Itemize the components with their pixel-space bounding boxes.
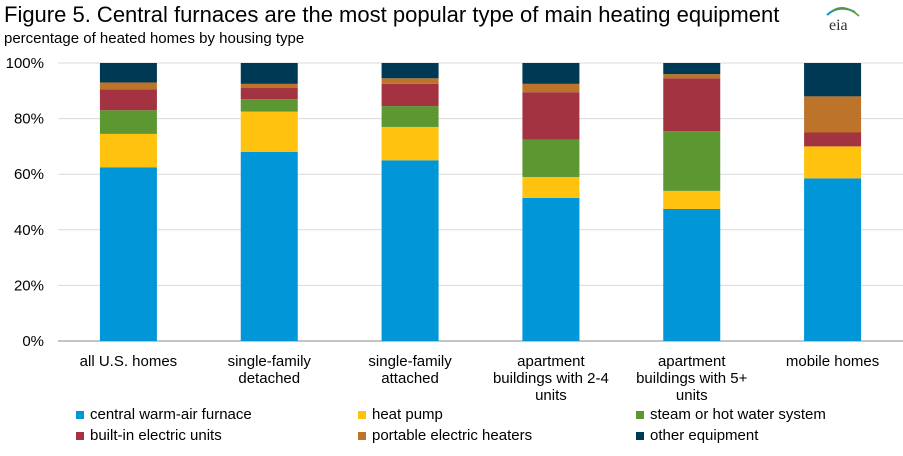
y-tick-label: 40%	[14, 222, 44, 239]
bar-segment-portable-electric-heaters	[663, 74, 721, 79]
chart-title: Figure 5. Central furnaces are the most …	[4, 2, 780, 27]
legend-item: steam or hot water system	[636, 406, 826, 423]
legend-item: portable electric heaters	[358, 427, 532, 444]
chart-subtitle: percentage of heated homes by housing ty…	[4, 30, 305, 47]
x-tick-label: apartment buildings with 2-4 units	[493, 353, 609, 404]
bar-segment-heat-pump	[522, 176, 580, 198]
bar-segment-steam-or-hot-water-system	[381, 106, 439, 127]
y-tick-label: 60%	[14, 166, 44, 183]
bar-segment-heat-pump	[240, 111, 298, 152]
y-tick-label: 0%	[22, 333, 44, 350]
bar-segment-portable-electric-heaters	[99, 82, 157, 90]
legend-label: central warm-air furnace	[90, 406, 252, 423]
bar-segment-heat-pump	[99, 133, 157, 168]
legend-item: built-in electric units	[76, 427, 222, 444]
bar-segment-heat-pump	[381, 126, 439, 161]
bar-segment-built-in-electric-units	[804, 132, 862, 147]
bar-segment-other-equipment	[99, 63, 157, 83]
legend-swatch	[636, 431, 644, 440]
legend-label: other equipment	[650, 427, 759, 444]
bar-segment-other-equipment	[522, 63, 580, 84]
legend-label: built-in electric units	[90, 427, 222, 444]
bar-segment-portable-electric-heaters	[522, 83, 580, 93]
legend-item: other equipment	[636, 427, 758, 444]
y-tick-label: 80%	[14, 111, 44, 128]
bar-segment-other-equipment	[804, 63, 862, 97]
bar-segment-portable-electric-heaters	[240, 83, 298, 89]
legend-swatch	[636, 410, 644, 419]
bar-segment-built-in-electric-units	[381, 83, 439, 107]
bar-segment-other-equipment	[381, 63, 439, 79]
bar-segment-steam-or-hot-water-system	[240, 99, 298, 112]
bar-segment-central-warm-air-furnace	[663, 208, 721, 341]
bar-segment-built-in-electric-units	[240, 88, 298, 100]
legend-label: heat pump	[372, 406, 443, 423]
x-tick-label: single-family attached	[368, 353, 452, 387]
legend-swatch	[76, 410, 84, 419]
y-tick-label: 100%	[6, 55, 44, 72]
bar-segment-other-equipment	[240, 63, 298, 84]
bar-segment-steam-or-hot-water-system	[663, 131, 721, 191]
bar-segment-portable-electric-heaters	[804, 96, 862, 133]
logo-text: eia	[829, 17, 848, 34]
legend-label: steam or hot water system	[650, 406, 826, 423]
bar-segment-steam-or-hot-water-system	[99, 110, 157, 134]
bar-segment-portable-electric-heaters	[381, 78, 439, 84]
legend-item: heat pump	[358, 406, 443, 423]
bar-segment-central-warm-air-furnace	[804, 178, 862, 341]
bar-segment-central-warm-air-furnace	[99, 167, 157, 341]
x-tick-label: single-family detached	[228, 353, 312, 387]
bar-segment-central-warm-air-furnace	[240, 151, 298, 341]
bar-segment-steam-or-hot-water-system	[522, 139, 580, 177]
bar-segment-central-warm-air-furnace	[381, 160, 439, 341]
legend-swatch	[358, 410, 366, 419]
x-tick-label: mobile homes	[786, 353, 879, 370]
bar-segment-built-in-electric-units	[663, 78, 721, 132]
legend-swatch	[358, 431, 366, 440]
bar-segment-central-warm-air-furnace	[522, 197, 580, 341]
legend-label: portable electric heaters	[372, 427, 533, 444]
bar-segment-other-equipment	[663, 63, 721, 75]
legend-item: central warm-air furnace	[76, 406, 252, 423]
y-tick-label: 20%	[14, 277, 44, 294]
legend-swatch	[76, 431, 84, 440]
bar-segment-built-in-electric-units	[522, 92, 580, 140]
bar-segment-built-in-electric-units	[99, 89, 157, 111]
eia-logo: eia	[826, 7, 860, 34]
bar-segment-heat-pump	[663, 190, 721, 209]
x-tick-label: all U.S. homes	[80, 353, 178, 370]
x-tick-label: apartment buildings with 5+ units	[636, 353, 748, 404]
bar-segment-heat-pump	[804, 146, 862, 179]
